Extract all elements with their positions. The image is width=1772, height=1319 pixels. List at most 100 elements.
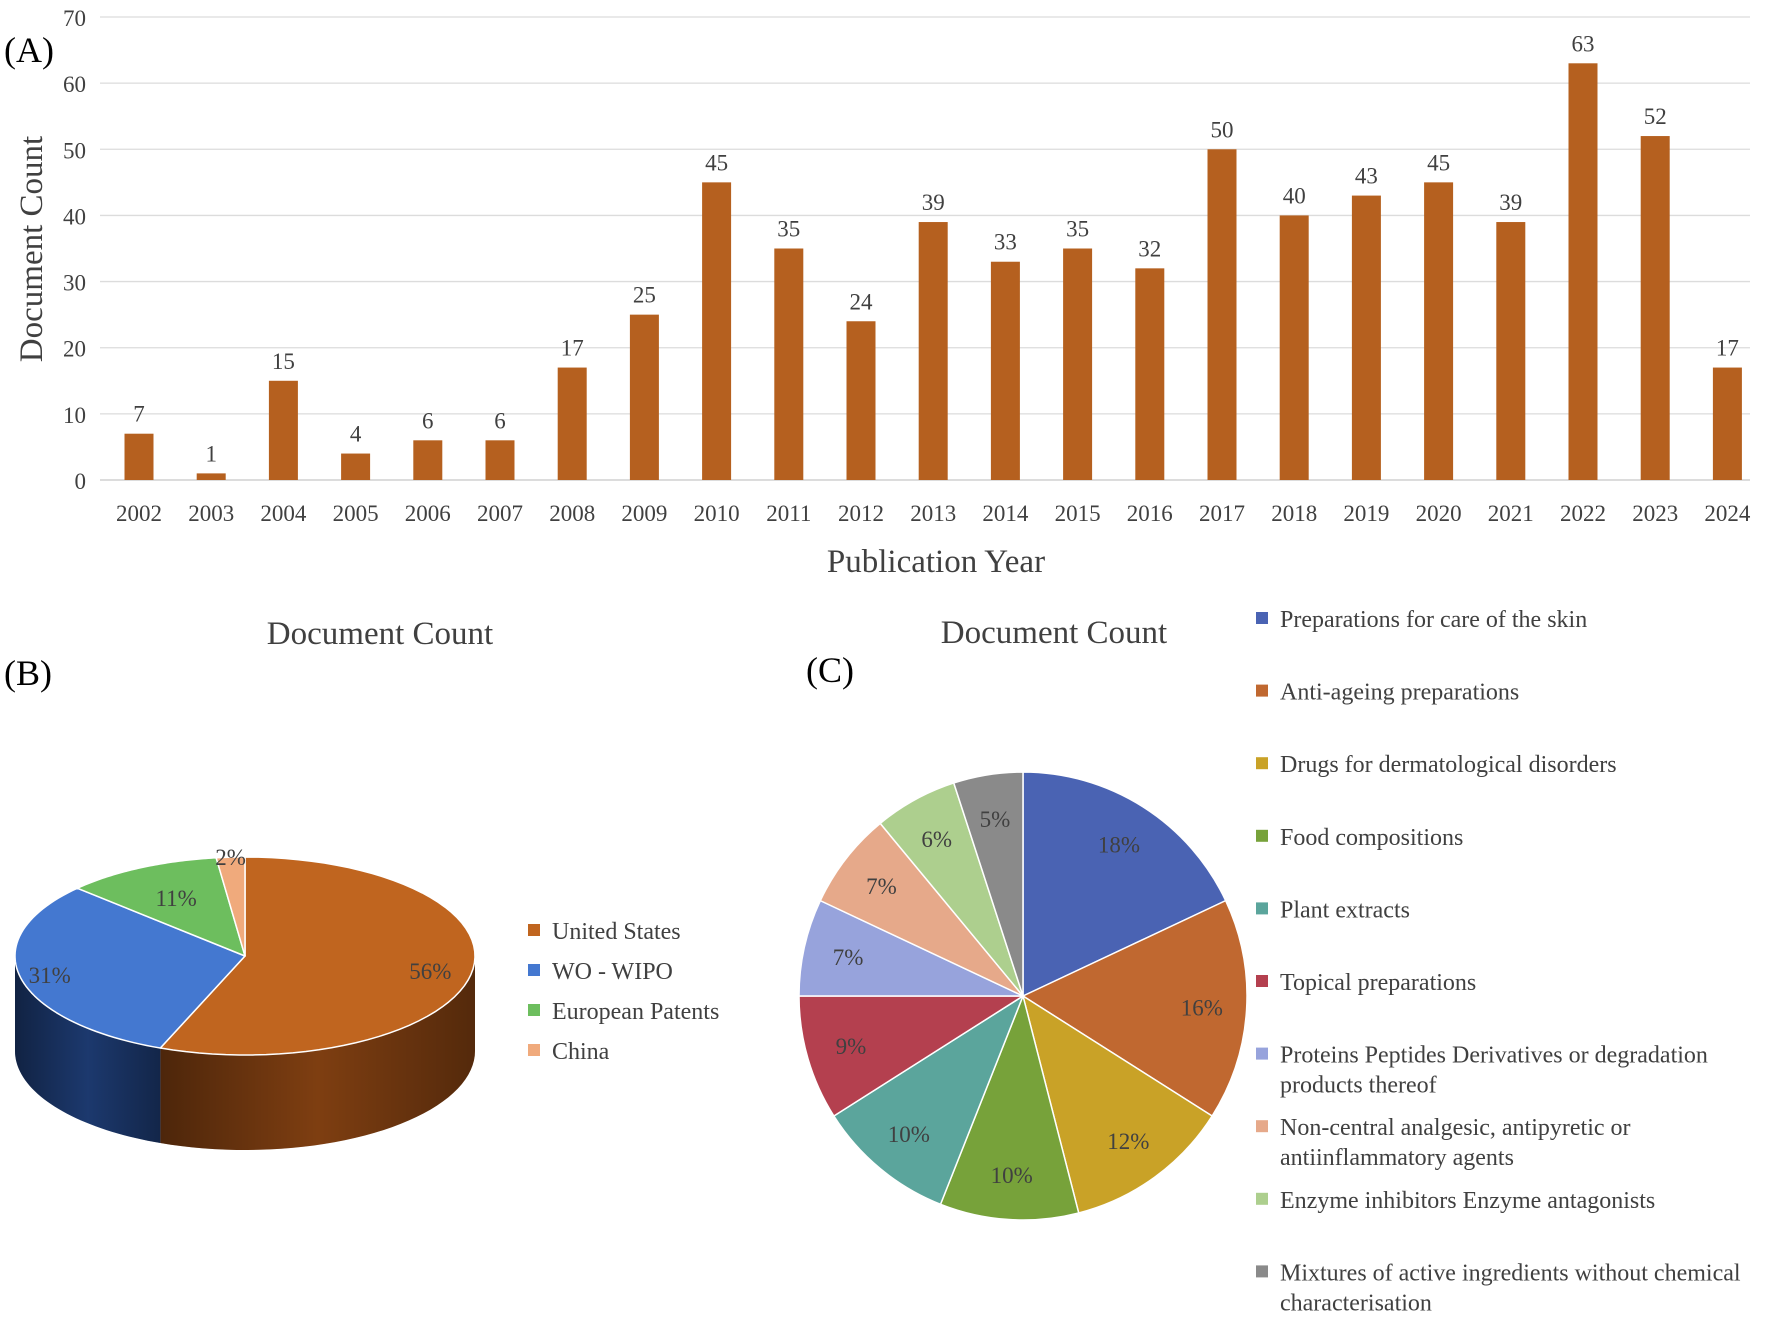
pie-slice-0 bbox=[1022, 771, 1227, 997]
legend-swatch-3 bbox=[1256, 829, 1268, 842]
data-label-2006: 6 bbox=[422, 408, 434, 433]
x-tick-2018: 2018 bbox=[1271, 501, 1317, 526]
x-tick-2022: 2022 bbox=[1560, 501, 1606, 526]
bar-2018 bbox=[1279, 215, 1309, 480]
bar-2024 bbox=[1712, 367, 1742, 480]
bar-2017 bbox=[1207, 149, 1237, 481]
bar-2008 bbox=[557, 367, 587, 480]
pie-slice-1 bbox=[1022, 899, 1248, 1117]
pie-slice-5 bbox=[798, 995, 1024, 1117]
y-axis-label: Document Count bbox=[14, 136, 50, 362]
pie-label-2: 12% bbox=[1107, 1129, 1149, 1154]
bar-2002 bbox=[124, 433, 154, 480]
bar-2014 bbox=[990, 261, 1020, 480]
x-tick-2011: 2011 bbox=[766, 501, 811, 526]
pie-label-7: 7% bbox=[866, 874, 897, 899]
legend-b: United States WO - WIPO European Patents Ch… bbox=[528, 919, 719, 1065]
legend-swatch-0 bbox=[528, 924, 540, 936]
bar-2020 bbox=[1424, 182, 1454, 480]
legend-label-1: Anti-ageing preparations bbox=[1280, 680, 1519, 706]
x-tick-2014: 2014 bbox=[982, 501, 1029, 526]
x-tick-2012: 2012 bbox=[838, 501, 884, 526]
data-label-2022: 63 bbox=[1572, 31, 1595, 56]
y-tick-label: 50 bbox=[63, 138, 86, 163]
bar-2004 bbox=[268, 380, 298, 480]
legend-swatch-5 bbox=[1256, 975, 1268, 987]
legend-c: Preparations for care of the skin Anti-ag… bbox=[1256, 607, 1741, 1316]
legend-label-3: Food compositions bbox=[1280, 825, 1463, 851]
pie-slice-3 bbox=[939, 995, 1080, 1221]
pie-label-0: 56% bbox=[409, 959, 451, 984]
data-label-2021: 39 bbox=[1499, 190, 1522, 215]
pie-label-1: 16% bbox=[1181, 995, 1223, 1020]
pie-slice-2 bbox=[76, 857, 246, 957]
x-tick-2017: 2017 bbox=[1199, 501, 1245, 526]
x-tick-2023: 2023 bbox=[1632, 501, 1678, 526]
x-tick-2019: 2019 bbox=[1343, 501, 1389, 526]
data-label-2005: 4 bbox=[350, 422, 362, 447]
pie-slice-4 bbox=[833, 995, 1024, 1206]
pie-label-4: 10% bbox=[888, 1122, 930, 1147]
data-label-2010: 45 bbox=[705, 150, 728, 175]
bar-2007 bbox=[485, 440, 515, 480]
data-label-2007: 6 bbox=[494, 408, 506, 433]
chart-title-c: Document Count bbox=[941, 615, 1167, 651]
panel-label-a: (A) bbox=[4, 30, 54, 70]
y-tick-label: 70 bbox=[63, 6, 86, 31]
legend-label-5: Topical preparations bbox=[1280, 970, 1476, 996]
data-label-2002: 7 bbox=[133, 402, 145, 427]
data-label-2019: 43 bbox=[1355, 164, 1378, 189]
bar-series: 7 1 15 4 6 6 17 25 45 35 24 39 33 35 32 50 40 43 45 39 63 52 1… bbox=[124, 31, 1742, 481]
legend-swatch-3 bbox=[528, 1044, 540, 1056]
pie-label-6: 7% bbox=[833, 945, 864, 970]
pie-label-8: 6% bbox=[921, 827, 952, 852]
legend-swatch-7 bbox=[1256, 1120, 1268, 1133]
data-label-2003: 1 bbox=[205, 441, 217, 466]
data-label-2018: 40 bbox=[1283, 183, 1306, 208]
chart-title-b: Document Count bbox=[267, 616, 493, 652]
legend-label-2: European Patents bbox=[552, 999, 719, 1025]
data-label-2004: 15 bbox=[272, 349, 295, 374]
legend-label-0: United States bbox=[552, 919, 681, 945]
pie-chart-panel-b: (B) Document Count 56% 31% 11% 2% United St… bbox=[4, 616, 719, 1150]
legend-swatch-4 bbox=[1256, 902, 1268, 915]
data-label-2017: 50 bbox=[1211, 117, 1234, 142]
legend-label-7: Non-central analgesic, antipyretic or ant… bbox=[1280, 1115, 1631, 1171]
x-tick-2021: 2021 bbox=[1488, 501, 1534, 526]
legend-swatch-6 bbox=[1256, 1047, 1268, 1060]
bar-chart-panel-a: (A) 0 10 20 30 40 50 60 70 7 1 15 4 6 6 17 25 45 35 24 39 3… bbox=[4, 6, 1751, 580]
legend-swatch-9 bbox=[1256, 1265, 1268, 1278]
y-tick-label: 10 bbox=[63, 403, 86, 428]
y-tick-label: 20 bbox=[63, 337, 86, 362]
bar-2022 bbox=[1568, 63, 1598, 481]
pie-label-5: 9% bbox=[836, 1034, 867, 1059]
bar-2010 bbox=[702, 182, 732, 480]
data-label-2016: 32 bbox=[1138, 236, 1161, 261]
pie-slice-1 bbox=[14, 887, 246, 1049]
data-label-2020: 45 bbox=[1427, 150, 1450, 175]
legend-label-9: Mixtures of active ingredients without c… bbox=[1280, 1260, 1741, 1316]
bar-2003 bbox=[196, 473, 226, 480]
data-label-2014: 33 bbox=[994, 230, 1017, 255]
legend-swatch-0 bbox=[1256, 612, 1268, 624]
pie-label-3: 10% bbox=[991, 1163, 1033, 1188]
y-tick-label: 60 bbox=[63, 72, 86, 97]
y-tick-label: 0 bbox=[75, 469, 87, 494]
bar-2015 bbox=[1063, 248, 1093, 480]
pie-side-shade-0 bbox=[160, 956, 475, 1150]
legend-label-8: Enzyme inhibitors Enzyme antagonists bbox=[1280, 1188, 1655, 1214]
pie-label-1: 31% bbox=[29, 963, 71, 988]
x-axis-label: Publication Year bbox=[827, 544, 1045, 580]
pie-chart-panel-c: (C) Document Count 18% 16% 12% 10% 10% 9% 7% 7%… bbox=[798, 607, 1741, 1316]
y-tick-labels: 0 10 20 30 40 50 60 70 bbox=[63, 6, 86, 494]
pie-3d-b: 56% 31% 11% 2% bbox=[14, 845, 476, 1150]
pie-slice-9 bbox=[953, 771, 1024, 997]
data-label-2024: 17 bbox=[1716, 336, 1739, 361]
data-label-2008: 17 bbox=[561, 336, 584, 361]
x-tick-2005: 2005 bbox=[333, 501, 379, 526]
legend-swatch-8 bbox=[1256, 1192, 1268, 1205]
x-tick-2006: 2006 bbox=[405, 501, 451, 526]
legend-swatch-2 bbox=[528, 1004, 540, 1016]
bar-2013 bbox=[918, 222, 948, 481]
